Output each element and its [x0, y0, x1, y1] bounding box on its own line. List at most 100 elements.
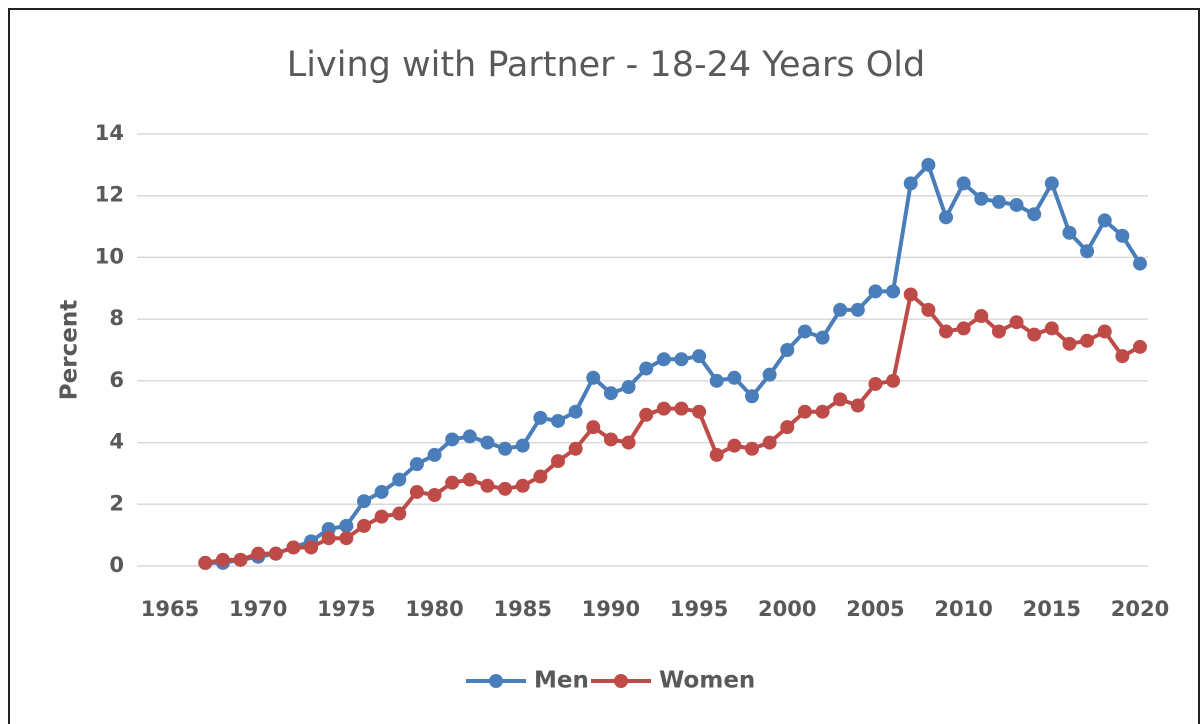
chart-title: Living with Partner - 18-24 Years Old [287, 45, 925, 85]
data-point [780, 343, 795, 357]
data-point [1115, 349, 1130, 364]
data-point [498, 441, 513, 456]
legend-marker [614, 674, 628, 688]
data-point [674, 352, 689, 367]
data-point [727, 370, 742, 385]
data-point [1009, 315, 1024, 330]
data-point [551, 454, 565, 469]
data-point [886, 373, 901, 388]
data-point [727, 438, 742, 453]
data-point [374, 484, 389, 499]
data-point [568, 404, 583, 419]
data-point [462, 429, 477, 444]
y-tick-label: 0 [109, 553, 124, 577]
x-tick-label: 2010 [934, 597, 992, 621]
data-point [886, 284, 901, 299]
data-point [374, 509, 389, 524]
data-point [797, 404, 812, 419]
data-point [974, 191, 989, 206]
data-point [709, 373, 724, 388]
data-point [939, 210, 953, 225]
data-point [850, 398, 865, 413]
y-axis-label: Percent [57, 300, 83, 400]
data-point [991, 324, 1006, 339]
x-tick-label: 2015 [1023, 597, 1081, 621]
legend-label: Men [534, 668, 589, 694]
data-point [392, 506, 407, 521]
data-point [1027, 327, 1042, 342]
data-point [480, 435, 495, 450]
data-point [1133, 339, 1147, 354]
data-point [498, 481, 513, 496]
data-point [586, 420, 601, 435]
data-point [1115, 228, 1130, 243]
data-point [833, 392, 848, 407]
legend-marker [489, 674, 503, 688]
data-point [621, 380, 636, 395]
x-tick-label: 1975 [317, 597, 375, 621]
y-tick-label: 8 [109, 306, 124, 330]
data-point [515, 478, 530, 493]
data-point [833, 302, 848, 317]
data-point [445, 475, 460, 490]
y-tick-label: 10 [95, 244, 124, 268]
y-tick-label: 12 [95, 183, 124, 207]
y-tick-label: 6 [109, 368, 124, 392]
data-point [251, 546, 266, 561]
data-point [339, 518, 354, 533]
x-tick-label: 2005 [846, 597, 904, 621]
data-point [991, 194, 1006, 209]
data-point [586, 370, 601, 385]
data-point [427, 488, 442, 503]
x-tick-label: 2020 [1111, 597, 1169, 621]
data-point [692, 349, 707, 364]
data-point [762, 435, 777, 450]
data-point [745, 389, 759, 404]
data-point [815, 404, 830, 419]
data-point [339, 531, 354, 546]
data-point [233, 552, 248, 567]
data-point [409, 457, 424, 472]
data-point [427, 447, 442, 462]
data-point [921, 157, 936, 172]
data-point [515, 438, 530, 453]
chart-frame [8, 8, 1200, 724]
x-tick-label: 1980 [405, 597, 463, 621]
data-point [1044, 176, 1059, 191]
data-point [921, 302, 936, 317]
legend-label: Women [659, 668, 755, 694]
data-point [1009, 197, 1024, 212]
data-point [533, 410, 548, 425]
y-tick-label: 4 [109, 430, 124, 454]
data-point [1062, 336, 1077, 351]
data-point [797, 324, 812, 339]
data-point [903, 287, 918, 302]
data-point [304, 540, 319, 555]
data-point [568, 441, 583, 456]
data-point [409, 484, 424, 499]
data-point [551, 413, 565, 428]
data-point [1080, 333, 1095, 348]
data-point [603, 386, 618, 401]
y-tick-label: 14 [95, 121, 124, 145]
data-point [533, 469, 548, 484]
data-point [868, 284, 883, 299]
data-point [480, 478, 495, 493]
x-tick-label: 1965 [141, 597, 199, 621]
data-point [215, 552, 230, 567]
data-point [392, 472, 407, 487]
data-point [974, 309, 989, 324]
x-tick-label: 1970 [229, 597, 287, 621]
data-point [745, 441, 759, 456]
y-tick-label: 2 [109, 491, 124, 515]
x-tick-label: 1995 [670, 597, 728, 621]
data-point [445, 432, 460, 447]
data-point [621, 435, 636, 450]
data-point [815, 330, 830, 345]
data-point [357, 518, 371, 533]
data-point [868, 376, 883, 391]
data-point [956, 321, 971, 336]
data-point [1080, 244, 1095, 259]
data-point [709, 447, 724, 462]
data-point [462, 472, 477, 487]
